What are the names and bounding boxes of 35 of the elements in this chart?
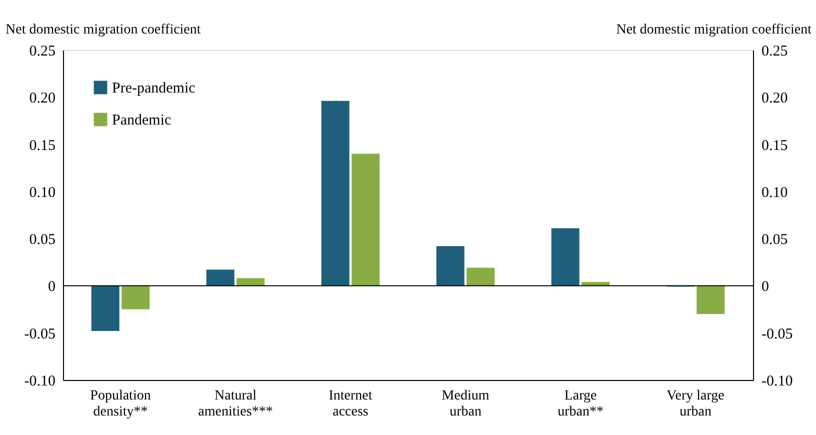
x-tick-label: Natural amenities*** <box>198 388 273 420</box>
bar <box>206 270 234 286</box>
y-tick-label: 0.20 <box>29 90 56 107</box>
bar <box>352 154 380 286</box>
y-tick-label: -0.10 <box>24 374 56 390</box>
y2-tick-label: 0.05 <box>762 232 788 248</box>
y2-tick-label: -0.10 <box>762 374 793 390</box>
bar <box>436 246 464 286</box>
y2-tick-label: 0.10 <box>762 184 788 201</box>
x-tick-label: Large urban** <box>558 388 604 420</box>
y-tick-label: 0.15 <box>29 138 56 154</box>
y-tick-label: -0.05 <box>24 326 56 342</box>
y-tick-label: 0.10 <box>29 184 56 201</box>
bar <box>466 268 495 286</box>
y2-axis-title: Net domestic migration coefficient <box>616 22 812 38</box>
y2-tick-label: 0.25 <box>762 44 788 60</box>
bar <box>122 286 150 310</box>
y2-tick-label: 0.15 <box>762 138 788 154</box>
x-tick-label: Very large urban <box>666 388 724 420</box>
bar <box>91 286 120 331</box>
y-tick-label: 0.05 <box>29 232 56 248</box>
bar <box>696 286 725 314</box>
legend-label: Pandemic <box>112 112 172 128</box>
bar <box>551 228 580 286</box>
y-axis-title: Net domestic migration coefficient <box>6 22 201 38</box>
y2-tick-label: -0.05 <box>762 326 793 342</box>
legend-label: Pre-pandemic <box>112 80 196 96</box>
y-tick-label: 0 <box>48 279 56 296</box>
x-tick-label: Internet access <box>328 388 372 420</box>
y2-tick-label: 0 <box>762 279 769 296</box>
x-tick-label: Medium urban <box>442 388 490 420</box>
x-tick-label: Population density** <box>90 388 151 420</box>
y2-tick-label: 0.20 <box>762 90 788 107</box>
bar <box>321 100 350 286</box>
y-tick-label: 0.25 <box>29 44 56 60</box>
